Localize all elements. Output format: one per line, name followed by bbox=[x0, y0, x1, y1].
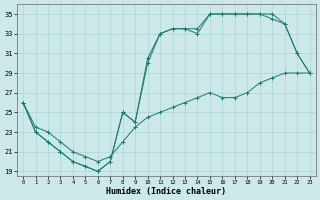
X-axis label: Humidex (Indice chaleur): Humidex (Indice chaleur) bbox=[106, 187, 226, 196]
